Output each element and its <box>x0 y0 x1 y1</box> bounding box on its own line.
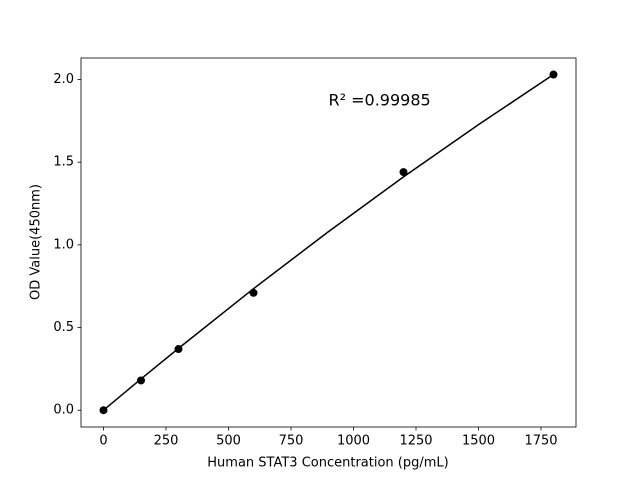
plot-frame <box>80 57 577 428</box>
y-tick-label: 0.0 <box>53 403 74 418</box>
x-tick-label: 750 <box>279 434 304 449</box>
y-tick-label: 1.0 <box>53 237 74 252</box>
y-axis-label: OD Value(450nm) <box>29 184 44 300</box>
y-tick-label: 0.5 <box>53 320 74 335</box>
data-point <box>174 345 183 354</box>
x-tick-label: 500 <box>216 434 241 449</box>
x-tick-label: 250 <box>154 434 179 449</box>
x-tick-label: 1500 <box>462 434 495 449</box>
data-point <box>249 288 258 297</box>
x-tick-label: 1750 <box>524 434 557 449</box>
x-tick-label: 0 <box>99 434 107 449</box>
data-point <box>399 168 408 177</box>
x-axis-label: Human STAT3 Concentration (pg/mL) <box>207 456 448 471</box>
x-tick-label: 1000 <box>337 434 370 449</box>
x-tick-label: 1250 <box>399 434 432 449</box>
fit-line <box>103 73 554 411</box>
data-point <box>99 406 108 415</box>
y-tick-label: 2.0 <box>53 72 74 87</box>
data-point <box>137 376 145 385</box>
data-point <box>549 70 558 79</box>
y-tick-label: 1.5 <box>53 155 74 170</box>
annotation: R² =0.99985 <box>329 90 431 109</box>
